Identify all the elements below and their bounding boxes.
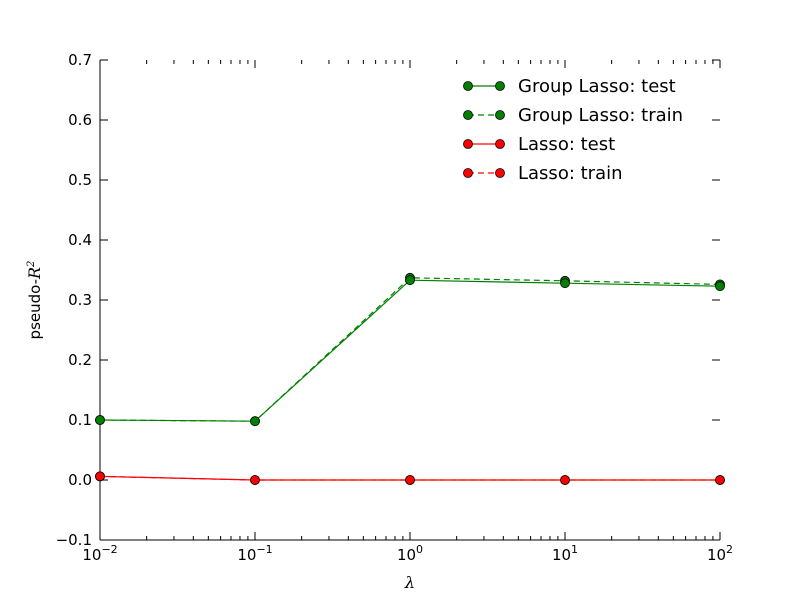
legend-label: Group Lasso: train: [518, 105, 683, 126]
legend-label: Lasso: train: [518, 163, 623, 184]
legend-entry: Group Lasso: test: [463, 76, 676, 97]
data-point: [715, 281, 725, 292]
x-tick-label-exponent: −1: [256, 543, 272, 556]
y-axis-label: pseudo-R2: [25, 261, 44, 340]
legend-marker: [463, 110, 473, 120]
data-point: [560, 475, 570, 485]
legend-marker: [463, 81, 473, 91]
x-tick-label: 10−1: [237, 543, 272, 564]
data-point: [715, 475, 725, 485]
y-tick-label: 0.6: [68, 111, 92, 129]
y-tick-label: 0.5: [68, 171, 92, 189]
y-axis-label-sup: 2: [26, 261, 37, 268]
x-tick-label-base: 10: [237, 546, 256, 564]
data-point: [405, 475, 415, 485]
legend-marker: [495, 139, 505, 149]
legend-label: Group Lasso: test: [518, 76, 676, 97]
series-layer: [95, 272, 725, 485]
y-axis-label-prefix: pseudo-: [26, 279, 44, 339]
data-point: [95, 415, 105, 425]
y-tick-label: 0.4: [68, 231, 92, 249]
axes: [99, 59, 721, 541]
x-tick-label-base: 10: [552, 546, 571, 564]
legend-marker: [463, 168, 473, 178]
x-tick-label-base: 10: [397, 546, 416, 564]
data-point: [250, 416, 260, 427]
legend-entry: Group Lasso: train: [463, 105, 683, 126]
y-tick-label: −0.1: [56, 531, 92, 549]
y-tick-label: 0.2: [68, 351, 92, 369]
series-group-lasso-train: [95, 272, 725, 427]
x-tick-label-base: 10: [82, 546, 101, 564]
x-tick-label-base: 10: [707, 546, 726, 564]
series-line: [99, 277, 721, 422]
legend-marker: [495, 81, 505, 91]
legend-label: Lasso: test: [518, 134, 615, 155]
x-tick-label-exponent: 1: [571, 543, 578, 556]
x-tick-label: 101: [552, 543, 578, 564]
y-tick-label: 0.0: [68, 471, 92, 489]
y-axis-label-math: R: [25, 267, 44, 280]
legend-entry: Lasso: train: [463, 163, 623, 184]
x-tick-label: 100: [397, 543, 423, 564]
data-point: [95, 471, 105, 482]
x-tick-label-exponent: −2: [101, 543, 117, 556]
x-tick-label: 10−2: [82, 543, 117, 564]
data-point: [405, 275, 415, 286]
y-tick-label: 0.3: [68, 291, 92, 309]
series-group-lasso-test: [95, 275, 725, 427]
legend-entry: Lasso: test: [463, 134, 615, 155]
tick-labels: 0.70.60.50.40.30.20.10.0−0.110−2 10−1 100 1…: [56, 51, 733, 564]
x-tick-label-exponent: 0: [416, 543, 423, 556]
series-line: [99, 279, 721, 422]
legend: Group Lasso: test Group Lasso: train Lasso…: [463, 76, 683, 184]
legend-marker: [495, 168, 505, 178]
y-tick-label: 0.7: [68, 51, 92, 69]
y-tick-label: 0.1: [68, 411, 92, 429]
series-lasso-test: [95, 471, 725, 485]
legend-marker: [463, 139, 473, 149]
legend-marker: [495, 110, 505, 120]
data-point: [560, 278, 570, 289]
data-point: [250, 475, 260, 485]
x-tick-label-exponent: 2: [726, 543, 733, 556]
x-tick-label: 102: [707, 543, 733, 564]
x-axis-label: λ: [404, 573, 415, 592]
